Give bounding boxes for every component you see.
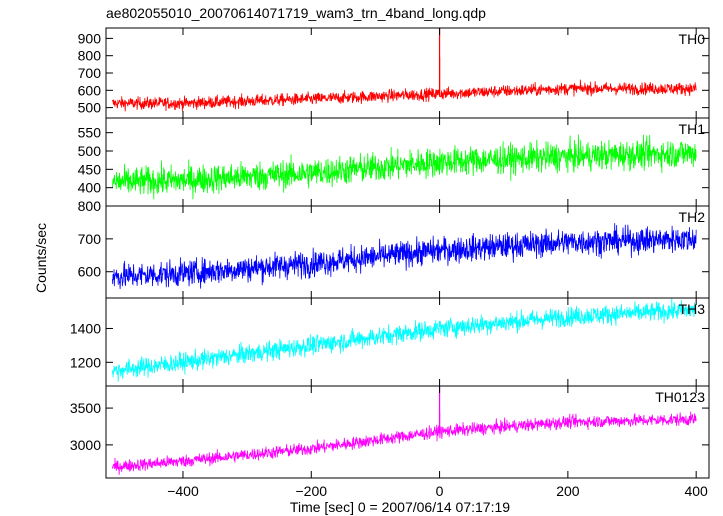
x-tick-label: 200 [556, 483, 580, 499]
chart-title: ae802055010_20070614071719_wam3_trn_4ban… [106, 5, 486, 21]
y-tick-label: 550 [78, 125, 102, 141]
series-line-th3 [112, 298, 697, 382]
panel-th3: 1200 1400 TH3 [70, 297, 710, 387]
y-tick-label: 450 [78, 161, 102, 177]
y-tick-label: 600 [78, 82, 102, 98]
x-tick-label: −400 [167, 483, 199, 499]
y-tick-label: 500 [78, 100, 102, 116]
y-tick-label: 1400 [70, 320, 101, 336]
series-line-th0123 [112, 411, 697, 475]
panel-label: TH3 [679, 301, 706, 317]
x-tick-label: −200 [296, 483, 328, 499]
series-line-th0 [112, 79, 697, 112]
y-tick-label: 500 [78, 143, 102, 159]
panel-label: TH0 [679, 31, 706, 47]
y-tick-label: 700 [78, 231, 102, 247]
panel-th0123: 3000 3500 TH0123 [70, 385, 710, 479]
y-tick-label: 800 [78, 198, 102, 214]
y-tick-label: 400 [78, 180, 102, 196]
y-tick-label: 800 [78, 48, 102, 64]
y-tick-label: 900 [78, 30, 102, 46]
x-axis-label: Time [sec] 0 = 2007/06/14 07:17:19 [290, 499, 510, 515]
y-tick-label: 1200 [70, 354, 101, 370]
panel-th2: 600 700 800 TH2 [78, 198, 710, 299]
y-tick-label: 3000 [70, 437, 101, 453]
panel-frame [105, 297, 710, 387]
series-line-th1 [112, 134, 697, 200]
y-tick-label: 3500 [70, 400, 101, 416]
panel-label: TH1 [679, 121, 706, 137]
x-tick-label: 0 [436, 483, 444, 499]
panel-frame [105, 385, 710, 479]
panel-label: TH2 [679, 209, 706, 225]
panel-label: TH0123 [655, 389, 705, 405]
y-tick-label: 700 [78, 65, 102, 81]
y-axis-label: Counts/sec [33, 223, 49, 293]
series-line-th2 [112, 223, 697, 290]
x-tick-label: 400 [684, 483, 708, 499]
y-tick-label: 600 [78, 264, 102, 280]
panel-th1: 400 450 500 550 TH1 [78, 117, 710, 207]
